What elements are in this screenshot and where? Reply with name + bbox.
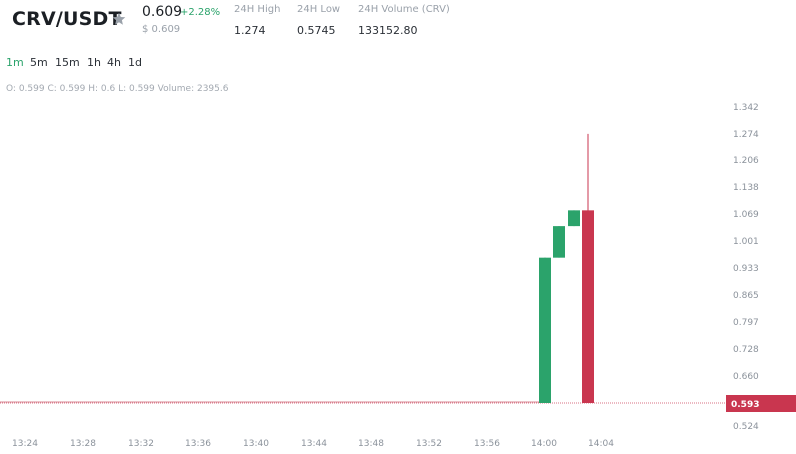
last-price-label: 0.593 [731,400,759,410]
y-tick-label: 0.865 [733,291,759,301]
star-icon[interactable] [112,12,126,26]
y-tick-label: 0.797 [733,318,759,328]
y-tick-label: 1.342 [733,103,759,113]
stat-value-24h-high: 1.274 [234,24,266,37]
x-tick-label: 13:36 [185,439,211,449]
x-tick-label: 14:00 [531,439,557,449]
x-tick-label: 13:44 [301,439,327,449]
stat-value-24h-volume: 133152.80 [358,24,418,37]
x-tick-label: 14:04 [588,439,614,449]
timeframe-1h[interactable]: 1h [87,56,101,69]
last-price: 0.609 [142,4,183,20]
market-header: CRV/USDT 0.609 +2.28% $ 0.609 24H High 1… [0,0,796,48]
y-tick-label: 1.001 [733,237,759,247]
y-tick-label: 0.524 [733,422,759,432]
y-tick-label: 1.206 [733,156,759,166]
price-change: +2.28% [180,7,221,18]
x-tick-label: 13:24 [12,439,38,449]
timeframe-4h[interactable]: 4h [107,56,121,69]
timeframe-1m[interactable]: 1m [6,56,24,69]
last-price-tag [726,395,796,412]
x-tick-label: 13:48 [358,439,384,449]
x-tick-label: 13:56 [474,439,500,449]
candle-body [582,210,594,403]
x-tick-label: 13:40 [243,439,269,449]
candle-body [539,257,551,403]
candle-body [553,226,565,258]
ohlc-readout: O: 0.599 C: 0.599 H: 0.6 L: 0.599 Volume… [6,84,229,94]
pair-title: CRV/USDT [12,8,122,30]
y-tick-label: 0.660 [733,372,759,382]
timeframe-1d[interactable]: 1d [128,56,142,69]
stat-label-24h-low: 24H Low [297,4,341,15]
x-tick-label: 13:28 [70,439,96,449]
timeframe-5m[interactable]: 5m [30,56,48,69]
y-tick-label: 0.728 [733,345,759,355]
y-tick-label: 1.138 [733,183,759,193]
y-tick-label: 1.274 [733,130,759,140]
stat-label-24h-high: 24H High [234,4,281,15]
timeframe-15m[interactable]: 15m [55,56,80,69]
x-tick-label: 13:32 [128,439,154,449]
y-tick-label: 1.069 [733,210,759,220]
price-usd: $ 0.609 [142,24,181,35]
stat-value-24h-low: 0.5745 [297,24,336,37]
candlestick-chart[interactable]: 1.342 1.274 1.206 1.138 1.069 1.001 0.933 0.865… [0,96,796,454]
candle-body [568,210,580,227]
stat-label-24h-volume: 24H Volume (CRV) [358,4,450,15]
x-tick-label: 13:52 [416,439,442,449]
y-tick-label: 0.933 [733,264,759,274]
